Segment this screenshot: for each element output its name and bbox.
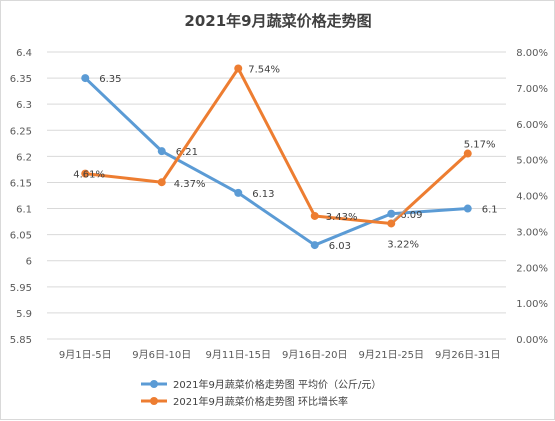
legend-entry-1: 2021年9月蔬菜价格走势图 平均价（公斤/元） (141, 378, 381, 391)
x-tick-label: 9月21日-25日 (359, 349, 424, 361)
right-tick-label: 2.00% (516, 263, 548, 274)
right-tick-label: 6.00% (516, 120, 548, 131)
data-point (387, 219, 396, 228)
legend-swatch-marker (150, 397, 158, 405)
right-tick-label: 0.00% (516, 335, 548, 346)
data-label: 6.1 (482, 205, 498, 216)
legend-label: 2021年9月蔬菜价格走势图 环比增长率 (173, 395, 348, 408)
left-tick-label: 6.25 (10, 126, 32, 137)
right-tick-label: 8.00% (516, 48, 548, 59)
data-label: 6.03 (329, 241, 351, 252)
left-tick-label: 6.2 (16, 152, 32, 163)
data-point (310, 241, 319, 250)
data-label: 4.61% (73, 170, 105, 181)
left-tick-label: 5.9 (16, 309, 32, 320)
left-tick-label: 6.4 (16, 48, 32, 59)
leader-line (392, 209, 406, 221)
left-tick-label: 6.05 (10, 231, 32, 242)
right-tick-label: 3.00% (516, 227, 548, 238)
right-tick-label: 5.00% (516, 156, 548, 167)
data-point (234, 64, 243, 73)
series-layer: 6.35 6.21 6.13 6.03 6.09 6.1 4.61% 4.37% 7.54% 3.… (73, 64, 498, 252)
left-tick-label: 6.3 (16, 100, 32, 111)
right-tick-label: 1.00% (516, 299, 548, 310)
right-tick-label: 4.00% (516, 192, 548, 203)
data-point (310, 211, 319, 220)
data-point (463, 204, 472, 213)
x-tick-label: 9月26日-31日 (435, 349, 500, 361)
chart-title: 2021年9月蔬菜价格走势图 (184, 12, 371, 30)
data-label: 4.37% (174, 179, 206, 190)
data-point (234, 188, 243, 197)
data-label: 3.43% (326, 212, 358, 223)
x-tick-label: 9月11日-15日 (206, 349, 271, 361)
data-point (157, 147, 166, 156)
legend: 2021年9月蔬菜价格走势图 平均价（公斤/元） 2021年9月蔬菜价格走势图 环… (141, 378, 381, 408)
gridlines (47, 51, 506, 340)
x-tick-label: 9月16日-20日 (282, 349, 347, 361)
data-point (387, 209, 396, 218)
data-label: 6.35 (99, 74, 121, 85)
legend-entry-2: 2021年9月蔬菜价格走势图 环比增长率 (141, 395, 348, 408)
x-tick-label: 9月1日-5日 (59, 349, 112, 361)
left-tick-label: 6.35 (10, 74, 32, 85)
data-label: 6.09 (400, 210, 422, 221)
left-tick-label: 6.1 (16, 205, 32, 216)
series-2: 4.61% 4.37% 7.54% 3.43% 3.22% 5.17% (73, 64, 496, 250)
data-label: 3.22% (387, 239, 419, 250)
left-tick-label: 5.85 (10, 335, 32, 346)
data-point (463, 149, 472, 158)
series-1: 6.35 6.21 6.13 6.03 6.09 6.1 (81, 74, 498, 252)
x-tick-label: 9月6日-10日 (132, 349, 191, 361)
series-line (83, 67, 470, 225)
left-axis: 5.85 5.9 5.95 6 6.05 6.1 6.15 6.2 6.25 6.3 6.35 6.4 (10, 48, 32, 346)
data-label: 6.21 (176, 147, 198, 158)
data-point (81, 74, 90, 83)
right-tick-label: 7.00% (516, 84, 548, 95)
left-tick-label: 5.95 (10, 283, 32, 294)
legend-label: 2021年9月蔬菜价格走势图 平均价（公斤/元） (173, 378, 381, 391)
x-axis: 9月1日-5日 9月6日-10日 9月11日-15日 9月16日-20日 9月21日-2… (59, 349, 501, 361)
left-tick-label: 6 (26, 257, 32, 268)
right-axis: 0.00% 1.00% 2.00% 3.00% 4.00% 5.00% 6.00% 7.00%… (516, 48, 548, 346)
left-tick-label: 6.15 (10, 178, 32, 189)
data-label: 5.17% (464, 140, 496, 151)
data-label: 6.13 (252, 189, 274, 200)
legend-swatch-marker (150, 380, 158, 388)
data-point (157, 178, 166, 187)
data-label: 7.54% (248, 65, 280, 76)
data-point (81, 169, 90, 178)
